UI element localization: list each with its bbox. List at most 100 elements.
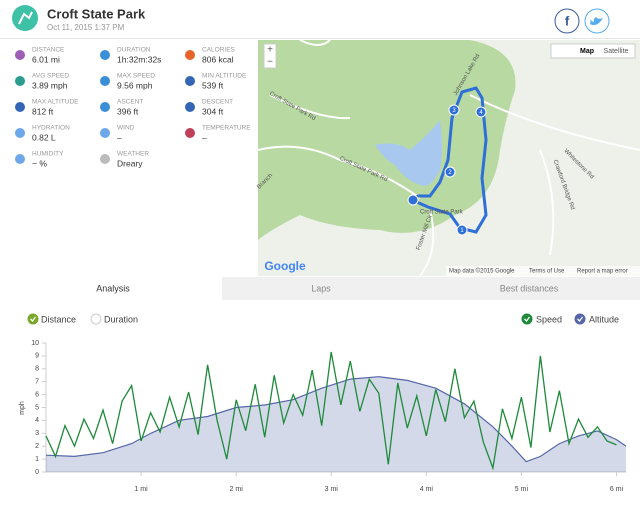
- tab-label[interactable]: Best distances: [500, 283, 559, 293]
- map-footer-text: Map data ©2015 Google: [449, 268, 515, 275]
- stat-value: –: [202, 132, 207, 142]
- y-axis-label: mph: [19, 401, 26, 415]
- altitude-area: [46, 376, 626, 472]
- duration-toggle[interactable]: [90, 313, 102, 325]
- route-marker-label: 2: [448, 170, 452, 176]
- activity-icon: [12, 5, 38, 31]
- x-tick-label: 4 mi: [420, 486, 434, 493]
- y-tick-label: 4: [35, 417, 39, 424]
- route-marker: [444, 166, 456, 178]
- stat-value: ~ %: [32, 158, 47, 168]
- tab-label[interactable]: Analysis: [96, 283, 130, 293]
- route-marker-label: 1: [460, 228, 464, 234]
- x-tick-label: 3 mi: [325, 486, 339, 493]
- y-tick-label: 2: [35, 443, 39, 450]
- y-tick-label: 7: [35, 379, 39, 386]
- x-mode-label: Distance: [41, 314, 76, 324]
- stat-icon: [15, 102, 25, 112]
- x-tick-label: 5 mi: [515, 486, 529, 493]
- stat-label: MAX ALTITUDE: [32, 99, 79, 106]
- map-footer-text[interactable]: Report a map error: [577, 269, 628, 275]
- legend-label: Altitude: [589, 314, 619, 324]
- stat-icon: [100, 50, 110, 60]
- stat-icon: [100, 102, 110, 112]
- y-tick-label: 9: [35, 353, 39, 360]
- activity-glyph: [18, 11, 33, 25]
- stat-icon: [100, 76, 110, 86]
- y-tick-label: 5: [35, 404, 39, 411]
- x-tick-label: 2 mi: [230, 486, 244, 493]
- stat-label: MIN ALTITUDE: [202, 73, 247, 80]
- map-footer-text[interactable]: Terms of Use: [529, 269, 565, 275]
- check-mark: [577, 316, 584, 322]
- stat-value: –: [117, 132, 122, 142]
- stat-value: 396 ft: [117, 106, 139, 116]
- stat-value: 806 kcal: [202, 54, 234, 64]
- facebook-glyph: f: [565, 13, 570, 28]
- stat-value: 539 ft: [202, 80, 224, 90]
- route-marker-label: 4: [479, 110, 483, 116]
- stat-value: 0.82 L: [32, 132, 56, 142]
- distance-toggle[interactable]: [27, 313, 39, 325]
- speed-line: [45, 351, 617, 471]
- stat-icon: [185, 102, 195, 112]
- stat-label: DISTANCE: [32, 47, 65, 54]
- zoom-out[interactable]: −: [267, 57, 273, 68]
- y-tick-label: 6: [35, 391, 39, 398]
- stat-label: DESCENT: [202, 99, 233, 106]
- title: Croft State Park: [47, 6, 146, 21]
- series-toggle[interactable]: [574, 313, 586, 325]
- map-button[interactable]: Map: [580, 48, 594, 55]
- legend-label: Speed: [536, 314, 562, 324]
- chart: Distance Duration Speed Altitude mph 0 1 2 3 4 5 6 7…: [19, 313, 627, 493]
- stat-label: TEMPERATURE: [202, 125, 251, 132]
- check-mark: [30, 316, 37, 322]
- stat-label: WEATHER: [117, 151, 149, 158]
- map-type-control[interactable]: [550, 43, 636, 59]
- route-marker: [448, 104, 460, 116]
- lake: [375, 120, 442, 186]
- route-marker: [475, 106, 487, 118]
- zoom-control[interactable]: [263, 43, 277, 69]
- active-tab: [0, 277, 222, 300]
- satellite-button[interactable]: Satellite: [604, 48, 629, 55]
- stat-icon: [100, 154, 110, 164]
- stat-label: HYDRATION: [32, 125, 70, 132]
- tab-label[interactable]: Laps: [311, 283, 331, 293]
- x-tick-label: 6 mi: [610, 486, 624, 493]
- stat-value: 304 ft: [202, 106, 224, 116]
- stat-icon: [185, 50, 195, 60]
- route: [408, 86, 488, 234]
- stat-label: HUMIDITY: [32, 151, 64, 158]
- stat-label: AVG SPEED: [32, 73, 69, 80]
- zoom-in[interactable]: +: [267, 45, 273, 56]
- stat-value: 6.01 mi: [32, 54, 60, 64]
- stat-icon: [15, 154, 25, 164]
- tabs: Analysis Laps Best distances: [0, 277, 640, 300]
- stat-icon: [185, 76, 195, 86]
- y-tick-label: 0: [35, 469, 39, 476]
- roads: [257, 39, 640, 277]
- y-tick-label: 10: [31, 340, 39, 347]
- y-tick-label: 3: [35, 430, 39, 437]
- stat-label: ASCENT: [117, 99, 143, 106]
- stat-value: 9.56 mph: [117, 80, 153, 90]
- stat-value: 1h:32m:32s: [117, 54, 161, 64]
- stat-icon: [15, 128, 25, 138]
- facebook-button[interactable]: [554, 8, 580, 34]
- start-marker: [407, 194, 419, 206]
- x-mode-label: Duration: [104, 314, 138, 324]
- stat-icon: [15, 76, 25, 86]
- map-footer-bg: [446, 266, 640, 276]
- x-tick-label: 1 mi: [134, 486, 148, 493]
- y-tick-label: 8: [35, 366, 39, 373]
- stat-label: DURATION: [117, 47, 151, 54]
- stat-label: CALORIES: [202, 47, 236, 54]
- check-mark: [524, 316, 531, 322]
- date: Oct 11, 2015 1:37 PM: [47, 23, 125, 32]
- series-toggle[interactable]: [521, 313, 533, 325]
- stat-icon: [100, 128, 110, 138]
